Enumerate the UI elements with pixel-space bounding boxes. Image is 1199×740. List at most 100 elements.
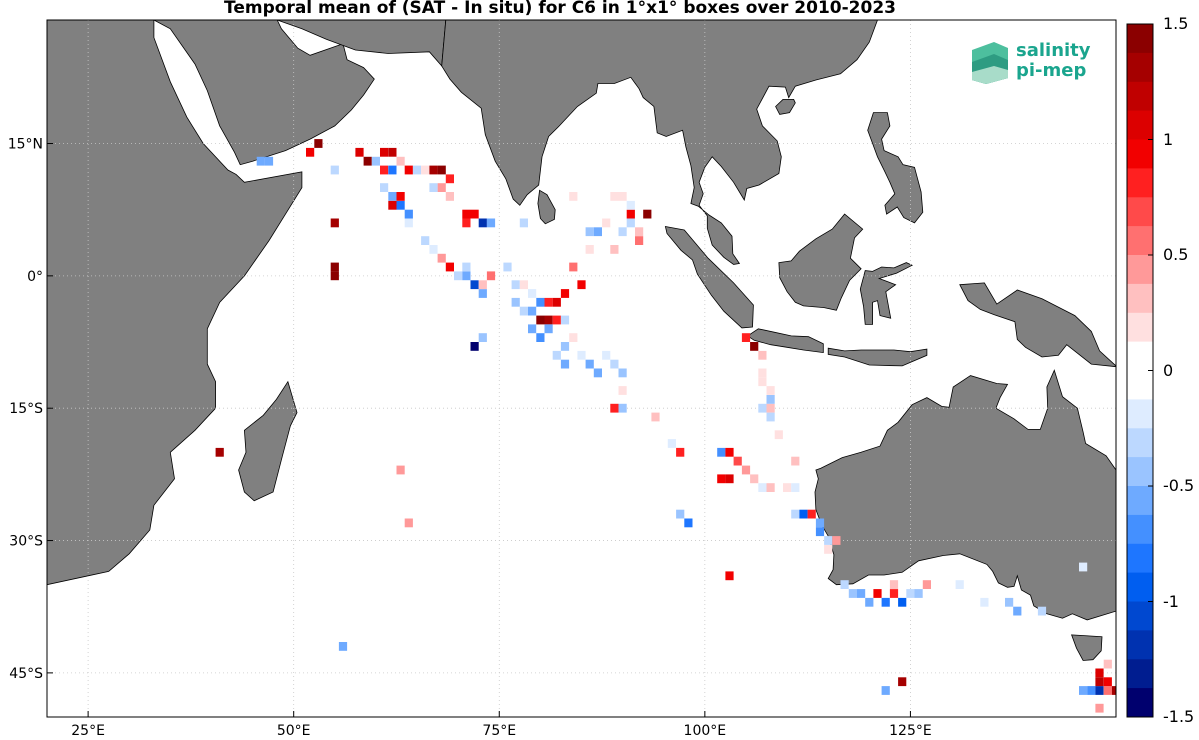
colorbar-segment <box>1127 110 1153 140</box>
data-cell <box>330 218 339 228</box>
colorbar-segment <box>1127 514 1153 545</box>
data-cell <box>766 395 775 404</box>
data-cell <box>314 139 323 148</box>
data-cell <box>536 297 545 307</box>
data-cell <box>306 147 315 157</box>
colorbar-segment <box>1127 81 1153 112</box>
colorbar-segment <box>1127 312 1153 343</box>
data-cell <box>454 271 463 281</box>
data-cell <box>363 156 372 166</box>
data-cell <box>906 589 915 598</box>
data-cell <box>445 174 454 184</box>
land-sulawesi <box>859 262 914 325</box>
data-cell <box>848 589 857 598</box>
data-cell <box>478 280 487 290</box>
data-cell <box>511 280 520 290</box>
lon-tick-label: 125°E <box>889 723 932 739</box>
data-cell <box>618 227 627 237</box>
data-cell <box>815 518 825 528</box>
lon-tick-label: 50°E <box>277 723 311 739</box>
data-cell <box>610 245 619 254</box>
data-cell <box>470 209 479 219</box>
logo-line1: salinity <box>1016 40 1091 61</box>
data-cell <box>1103 659 1112 669</box>
data-cell <box>1037 606 1047 616</box>
data-cell <box>569 333 578 342</box>
data-cell <box>758 350 767 360</box>
data-cell <box>445 262 454 272</box>
data-cell <box>560 289 570 298</box>
data-cell <box>1079 686 1088 695</box>
lat-tick-label: 45°S <box>9 666 43 682</box>
data-cell <box>577 350 586 360</box>
data-cell <box>602 218 611 228</box>
data-cell <box>1095 677 1104 687</box>
data-cell <box>429 245 438 254</box>
data-cell <box>922 580 931 589</box>
data-cell <box>774 474 783 484</box>
data-cell <box>264 156 274 166</box>
land-java <box>746 328 824 354</box>
data-cell <box>733 456 742 466</box>
data-cell <box>412 165 422 175</box>
data-cell <box>618 403 627 413</box>
land-new-guinea <box>959 20 1116 368</box>
data-cell <box>791 483 800 492</box>
colorbar <box>1126 23 1154 718</box>
data-cell <box>1111 686 1116 695</box>
data-cell <box>585 227 594 237</box>
data-cell <box>758 483 767 492</box>
lat-tick-label: 15°N <box>8 137 43 153</box>
data-cell <box>560 342 570 351</box>
data-cell <box>404 218 413 228</box>
colorbar-segment <box>1127 255 1153 285</box>
land-sri-lanka <box>537 189 556 225</box>
land-lesser-sunda <box>827 347 928 367</box>
data-cell <box>437 183 446 192</box>
lat-tick-label: 15°S <box>9 401 43 417</box>
data-cell <box>577 280 586 290</box>
data-cell <box>857 589 866 598</box>
data-cell <box>824 536 833 545</box>
data-cell <box>635 227 644 237</box>
data-cell <box>889 580 899 589</box>
colorbar-segment <box>1127 197 1153 227</box>
data-cell <box>832 536 841 545</box>
data-cell <box>396 200 405 210</box>
data-cell <box>445 192 454 201</box>
data-cell <box>462 209 471 219</box>
land-africa <box>47 20 303 586</box>
data-cell <box>889 589 899 598</box>
colorbar-segment <box>1127 486 1153 516</box>
plot-frame <box>46 19 1117 718</box>
data-cell <box>396 156 405 166</box>
logo-line2: pi-mep <box>1016 60 1087 81</box>
data-cell <box>980 597 989 607</box>
data-cell <box>380 147 389 157</box>
data-cell <box>840 580 849 589</box>
data-cell <box>676 509 685 519</box>
data-cell <box>462 262 471 272</box>
colorbar-segment <box>1127 283 1153 314</box>
data-cell <box>725 571 734 581</box>
data-cell <box>774 430 783 440</box>
data-cell <box>429 165 438 175</box>
salinity-pimep-logo: salinity pi-mep <box>968 40 1098 88</box>
land-arabia <box>153 20 375 166</box>
colorbar-segment <box>1127 341 1153 371</box>
data-cell <box>824 545 833 554</box>
data-cell <box>421 236 430 245</box>
land-madagascar <box>238 380 298 502</box>
data-cell <box>371 156 380 166</box>
colorbar-label: 0 <box>1163 360 1174 380</box>
data-cell <box>256 156 265 166</box>
data-cell <box>1095 686 1104 695</box>
colorbar-segment <box>1127 572 1153 602</box>
data-cell <box>404 209 413 219</box>
map-title: Temporal mean of (SAT - In situ) for C6 … <box>224 0 896 18</box>
data-cell <box>717 474 726 484</box>
data-cell <box>412 227 422 237</box>
land-taiwan-hainan <box>775 99 796 115</box>
data-cell <box>593 368 602 378</box>
